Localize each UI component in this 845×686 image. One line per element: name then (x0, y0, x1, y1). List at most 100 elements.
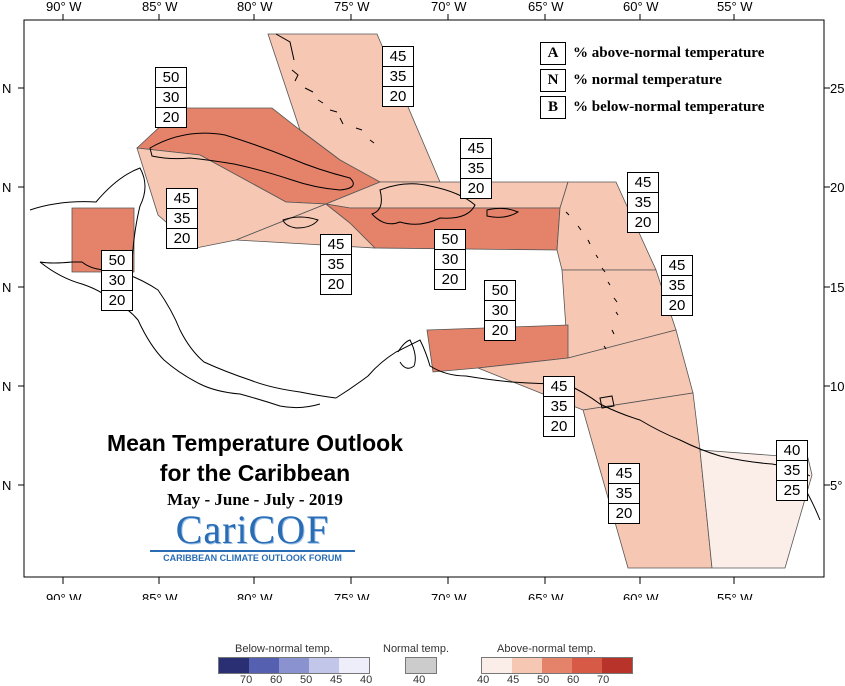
prob-normal: 30 (156, 88, 186, 108)
lat-tick-label: 25 (830, 81, 844, 96)
lon-ticks-top: 90° W 85° W 80° W 75° W 70° W 65° W 60° W 55° W (46, 0, 753, 20)
colorbar-swatch (219, 658, 249, 673)
coastlines (29, 33, 821, 521)
prob-above: 45 (321, 235, 351, 255)
colorbar-tick-label: 50 (537, 674, 550, 686)
lon-tick-label: 90° W (46, 591, 82, 600)
lat-tick-label: N (2, 478, 11, 493)
colorbar-tick-label: 60 (270, 674, 283, 686)
colorbar-swatch (602, 658, 632, 673)
lat-ticks-right: 25 20 15 10 5° (824, 81, 844, 493)
legend-key: N (540, 69, 566, 92)
prob-below: 20 (550, 418, 568, 435)
prob-above: 45 (628, 173, 658, 193)
colorbar-tick-label: 40 (360, 674, 373, 686)
title-line-1: Mean Temperature Outlook (106, 430, 404, 456)
lon-tick-label: 80° W (237, 591, 273, 600)
lon-tick-label: 55° W (717, 591, 753, 600)
prob-below: 20 (327, 276, 345, 293)
colorbar-above-label: Above-normal temp. (497, 643, 597, 655)
lat-tick-label: N (2, 379, 11, 394)
lat-tick-label: N (2, 81, 11, 96)
colorbar-tick-label: 70 (240, 674, 253, 686)
colorbar-swatch (482, 658, 512, 673)
prob-above: 50 (156, 68, 186, 88)
colorbar-normal (405, 657, 437, 674)
colorbar-tick-label: 60 (567, 674, 580, 686)
prob-above: 45 (383, 47, 413, 67)
title-season: May - June - July - 2019 (167, 490, 343, 509)
prob-above: 45 (544, 377, 574, 397)
prob-box-abc-islands: 50 30 20 (484, 280, 516, 341)
colorbar-swatch (279, 658, 309, 673)
prob-above: 50 (435, 230, 465, 250)
colorbar-swatch (572, 658, 602, 673)
colorbar-tick-label: 45 (507, 674, 520, 686)
prob-box-belize: 50 30 20 (101, 250, 133, 311)
colorbar-tick-label: 45 (330, 674, 343, 686)
prob-normal: 35 (628, 193, 658, 213)
lon-tick-label: 75° W (334, 0, 370, 14)
lat-tick-label: 5° (830, 478, 842, 493)
lon-tick-label: 70° W (431, 0, 467, 14)
lon-tick-label: 75° W (334, 591, 370, 600)
colorbar-swatch (542, 658, 572, 673)
lon-tick-label: 85° W (142, 591, 178, 600)
prob-above: 45 (167, 189, 197, 209)
prob-normal: 35 (383, 67, 413, 87)
prob-normal: 35 (662, 276, 692, 296)
legend-text: % normal temperature (573, 72, 722, 88)
colorbar-tick-label: 40 (477, 674, 490, 686)
colorbar-swatch (512, 658, 542, 673)
lon-tick-label: 65° W (528, 0, 564, 14)
colorbar-tick-label: 50 (300, 674, 313, 686)
lon-tick-label: 60° W (623, 591, 659, 600)
colorbar-above (481, 657, 633, 674)
prob-normal: 35 (777, 461, 807, 481)
prob-box-hispaniola-north: 45 35 20 (460, 138, 492, 199)
legend-row-above: A % above-normal temperature (540, 40, 805, 67)
prob-below: 20 (108, 292, 126, 309)
lon-ticks-bottom: 90° W 85° W 80° W 75° W 70° W 65° W 60° W 55° W (46, 577, 753, 600)
legend-key: B (540, 96, 566, 119)
prob-normal: 30 (435, 250, 465, 270)
prob-box-hispaniola-pr: 50 30 20 (434, 229, 466, 290)
prob-below: 20 (668, 297, 686, 314)
lon-tick-label: 65° W (528, 591, 564, 600)
prob-normal: 35 (461, 159, 491, 179)
colorbar-swatch (309, 658, 339, 673)
prob-above: 50 (102, 251, 132, 271)
prob-box-cayman-jamaica-sea: 45 35 20 (166, 188, 198, 249)
lat-tick-label: N (2, 180, 11, 195)
lat-ticks-left: N N N N N (2, 81, 24, 493)
lat-tick-label: N (2, 280, 11, 295)
prob-above: 40 (777, 441, 807, 461)
legend-row-normal: N % normal temperature (540, 67, 805, 94)
logo-word: CariCOF (175, 507, 330, 552)
legend-row-below: B % below-normal temperature (540, 94, 805, 121)
lon-tick-label: 90° W (46, 0, 82, 14)
colorbar-tick-label: 40 (413, 674, 426, 686)
logo-subtitle: CARIBBEAN CLIMATE OUTLOOK FORUM (150, 550, 355, 563)
title-line-2: for the Caribbean (159, 460, 351, 486)
prob-box-bahamas: 45 35 20 (382, 46, 414, 107)
colorbar-normal-label: Normal temp. (383, 643, 450, 655)
colorbar-below (218, 657, 370, 674)
prob-box-trinidad: 45 35 20 (543, 376, 575, 437)
prob-normal: 35 (544, 397, 574, 417)
prob-below: 20 (467, 180, 485, 197)
prob-box-leeward: 45 35 20 (627, 172, 659, 233)
prob-box-french-guiana: 40 35 25 (776, 440, 808, 501)
prob-above: 45 (662, 256, 692, 276)
prob-below: 25 (783, 482, 801, 499)
lon-tick-label: 85° W (142, 0, 178, 14)
prob-below: 20 (389, 88, 407, 105)
prob-below: 20 (491, 322, 509, 339)
prob-below: 20 (634, 214, 652, 231)
colorbar-swatch (249, 658, 279, 673)
prob-above: 45 (609, 464, 639, 484)
prob-box-jamaica: 45 35 20 (320, 234, 352, 295)
prob-below: 20 (162, 109, 180, 126)
lon-tick-label: 55° W (717, 0, 753, 14)
colorbar-swatch (339, 658, 369, 673)
